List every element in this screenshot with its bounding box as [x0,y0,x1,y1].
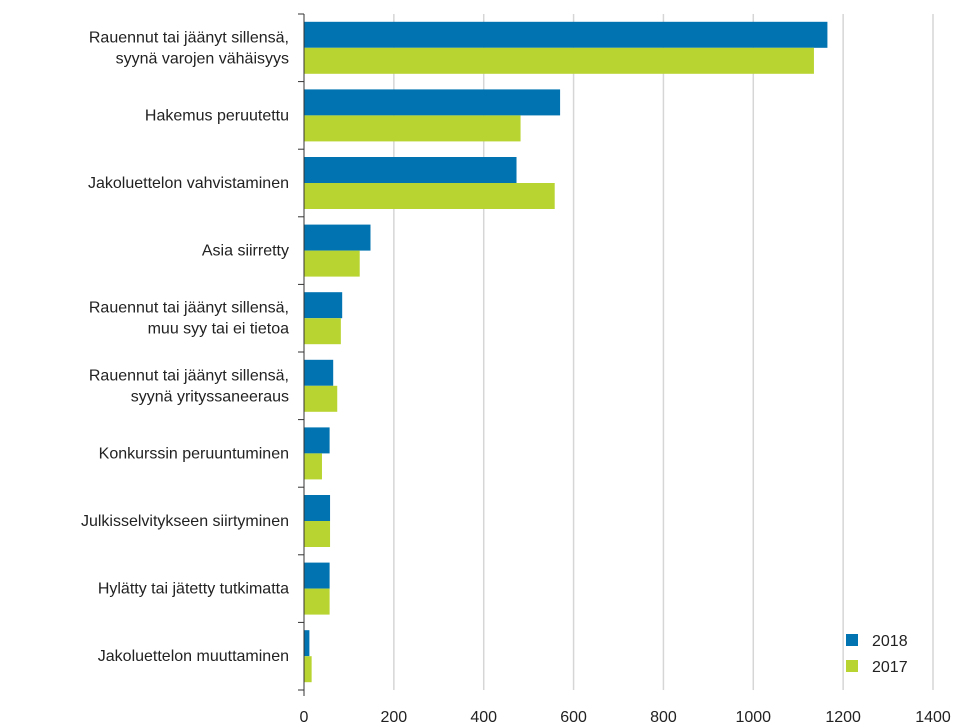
x-tick-label: 1000 [735,709,771,726]
category-label: Rauennut tai jäänyt sillensä, [89,29,289,46]
legend-swatch [846,660,858,672]
x-tick-label: 800 [650,709,677,726]
bars [304,21,828,683]
category-label: Hakemus peruutettu [145,107,289,124]
bar-2018 [304,562,330,589]
bar-2018 [304,495,331,521]
bar-2017 [304,453,322,480]
bar-2017 [304,656,312,683]
bar-2018 [304,427,330,454]
bar-2018 [304,157,517,183]
bar-2018 [304,630,310,657]
bar-2017 [304,115,521,142]
category-label: Jakoluettelon vahvistaminen [88,175,289,192]
category-label: syynä varojen vähäisyys [116,50,289,67]
x-tick-label: 1200 [825,709,861,726]
bar-2018 [304,359,334,386]
bar-2018 [304,224,371,251]
bar-2018 [304,21,828,48]
category-labels: Rauennut tai jäänyt sillensä, syynä varoj… [81,29,289,665]
axis [298,13,305,696]
bar-2017 [304,47,814,74]
category-label: syynä yrityssaneeraus [131,388,289,405]
x-tick-label: 0 [300,709,309,726]
bar-2017 [304,588,330,615]
bar-2017 [304,250,360,277]
bar-2018 [304,89,561,116]
category-label: Rauennut tai jäänyt sillensä, [89,367,289,384]
legend-label: 2017 [872,659,908,676]
category-label: Konkurssin peruuntuminen [99,445,289,462]
category-label: Hylätty tai jätetty tutkimatta [98,581,289,598]
category-label: Julkisselvitykseen siirtyminen [81,513,289,530]
x-tick-label: 1400 [915,709,951,726]
bar-2018 [304,292,343,319]
bar-2017 [304,183,555,209]
category-label: Rauennut tai jäänyt sillensä, [89,300,289,317]
bar-2017 [304,521,331,547]
x-tick-labels: 0 200 400 600 800 1000 1200 1400 [300,709,951,726]
x-tick-label: 600 [560,709,587,726]
category-label: muu syy tai ei tietoa [148,321,290,338]
bar-2017 [304,385,338,412]
legend-label: 2018 [872,633,908,650]
legend-swatch [846,634,858,646]
x-tick-label: 200 [381,709,408,726]
bar-2017 [304,318,341,345]
category-label: Jakoluettelon muuttaminen [98,648,289,665]
x-tick-label: 400 [470,709,497,726]
category-label: Asia siirretty [202,243,289,260]
legend: 2018 2017 [846,633,908,676]
